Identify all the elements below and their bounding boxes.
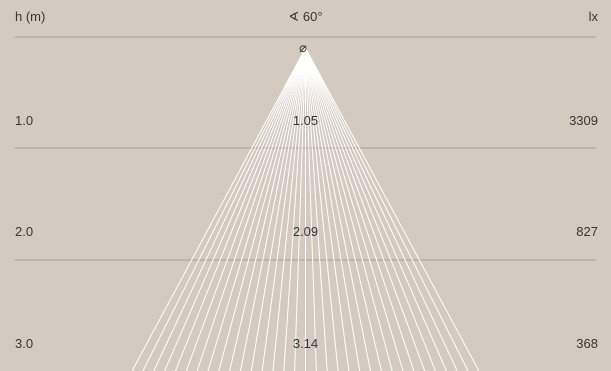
beam-ray	[261, 47, 306, 371]
lux-value-row-3: 368	[576, 336, 598, 351]
diameter-value-row-2: 2.09	[292, 224, 319, 239]
beam-ray	[229, 47, 306, 371]
beam-ray	[207, 47, 306, 371]
beam-ray	[196, 47, 306, 371]
beam-ray	[305, 47, 458, 371]
beam-ray	[305, 47, 328, 371]
beam-ray	[174, 47, 306, 371]
beam-ray	[294, 47, 306, 371]
beam-ray	[305, 47, 480, 371]
beam-ray	[131, 47, 306, 371]
beam-ray	[250, 47, 306, 371]
lux-value-row-2: 827	[576, 224, 598, 239]
beam-ray	[305, 47, 382, 371]
beam-ray	[305, 47, 361, 371]
beam-ray	[283, 47, 306, 371]
height-axis-label: h (m)	[15, 9, 46, 24]
height-value-row-1: 1.0	[15, 113, 34, 128]
diameter-value-row-1: 1.05	[292, 113, 319, 128]
beam-ray	[153, 47, 306, 371]
diameter-value-row-3: 3.14	[292, 336, 319, 351]
beam-ray	[305, 47, 426, 371]
beam-angle-label: ∢ 60°	[288, 9, 323, 24]
beam-ray	[142, 47, 306, 371]
height-value-row-3: 3.0	[15, 336, 34, 351]
beam-ray	[164, 47, 306, 371]
beam-ray	[305, 47, 350, 371]
beam-ray	[305, 47, 317, 371]
lux-axis-label: lx	[588, 9, 598, 24]
beam-ray	[305, 47, 404, 371]
beam-ray	[185, 47, 306, 371]
beam-ray	[305, 47, 339, 371]
height-value-row-2: 2.0	[15, 224, 34, 239]
beam-ray	[305, 47, 393, 371]
diameter-symbol-icon: ⌀	[299, 40, 307, 55]
beam-ray	[305, 47, 415, 371]
beam-ray	[305, 47, 372, 371]
beam-ray	[305, 47, 437, 371]
beam-ray	[305, 47, 447, 371]
beam-ray	[239, 47, 306, 371]
beam-ray	[305, 47, 469, 371]
lux-value-row-1: 3309	[569, 113, 598, 128]
beam-ray	[272, 47, 306, 371]
beam-ray	[218, 47, 306, 371]
